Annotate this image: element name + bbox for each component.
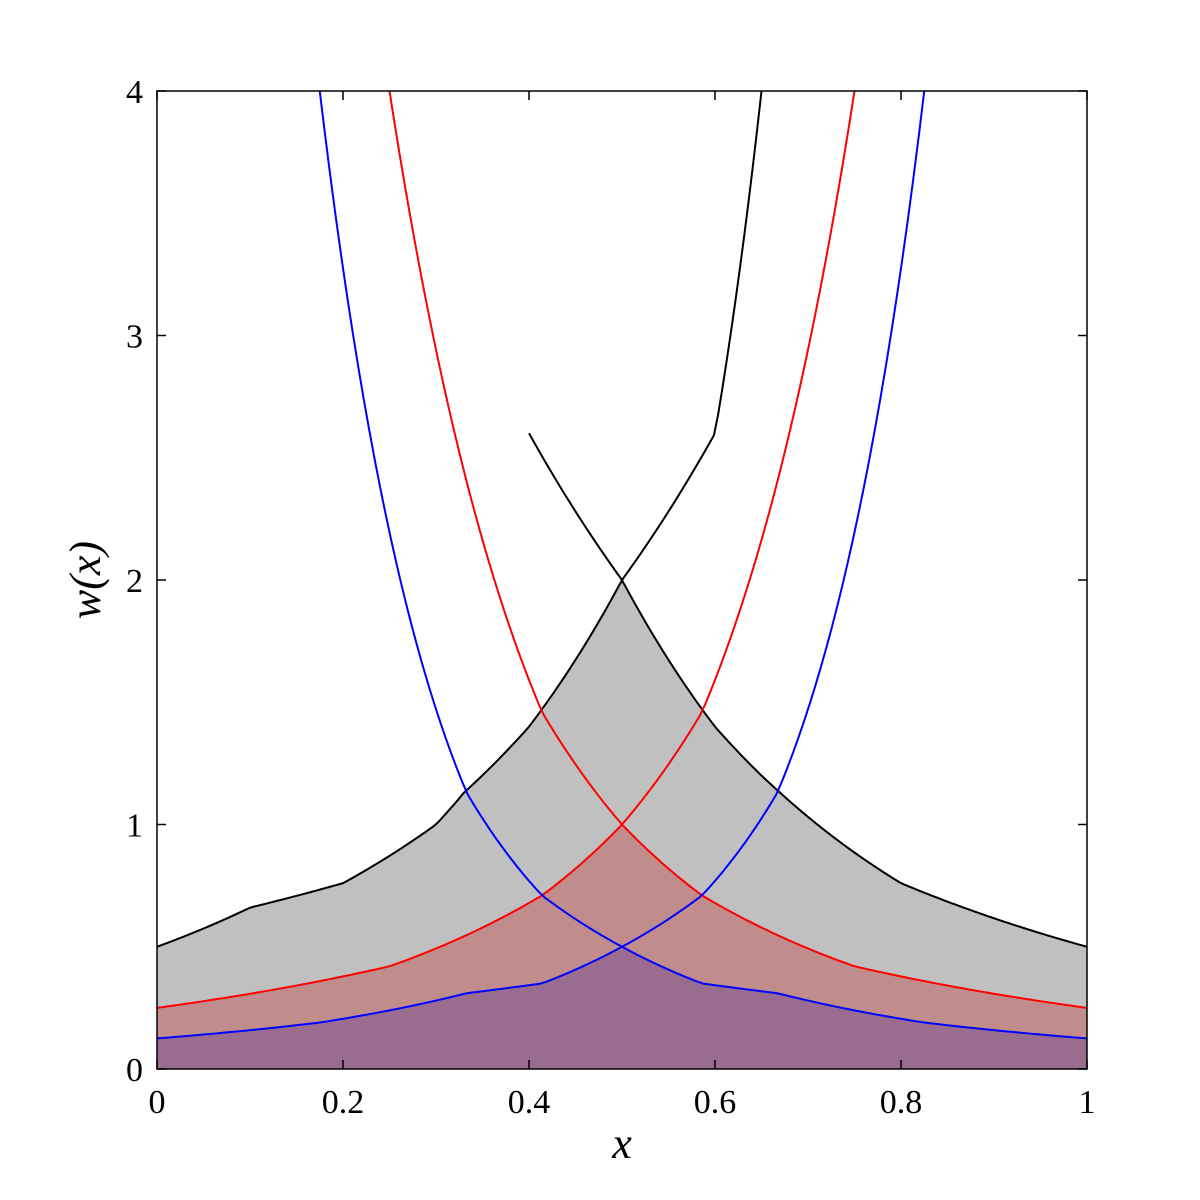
series-1-falling-curve [388, 91, 1087, 1009]
series-0-rising-curve [157, 91, 763, 948]
series-2-falling-curve [318, 91, 1087, 1040]
series-2-rising-curve [157, 91, 926, 1040]
y-tick-label: 4 [126, 74, 143, 111]
x-tick-label: 0.6 [694, 1084, 737, 1121]
x-tick-label: 1 [1079, 1084, 1096, 1121]
series-1-rising-curve [157, 91, 856, 1009]
x-tick-label: 0 [149, 1084, 166, 1121]
series-lines [157, 91, 1087, 1040]
tick-marks [156, 90, 1088, 1070]
y-axis-label: w(x) [61, 541, 110, 619]
series-0-falling-curve [528, 432, 1087, 948]
y-tick-labels: 0 1 2 3 4 [126, 74, 143, 1089]
y-tick-label: 1 [126, 808, 143, 845]
x-tick-labels: 0 0.2 0.4 0.6 0.8 1 [149, 1084, 1096, 1121]
x-tick-label: 0.8 [880, 1084, 923, 1121]
y-tick-label: 2 [126, 563, 143, 600]
y-tick-label: 3 [126, 319, 143, 356]
x-tick-label: 0.4 [508, 1084, 551, 1121]
x-tick-label: 0.2 [322, 1084, 365, 1121]
x-axis-label: x [611, 1119, 632, 1168]
area-fill-2 [157, 946, 1087, 1069]
y-tick-label: 0 [126, 1052, 143, 1089]
